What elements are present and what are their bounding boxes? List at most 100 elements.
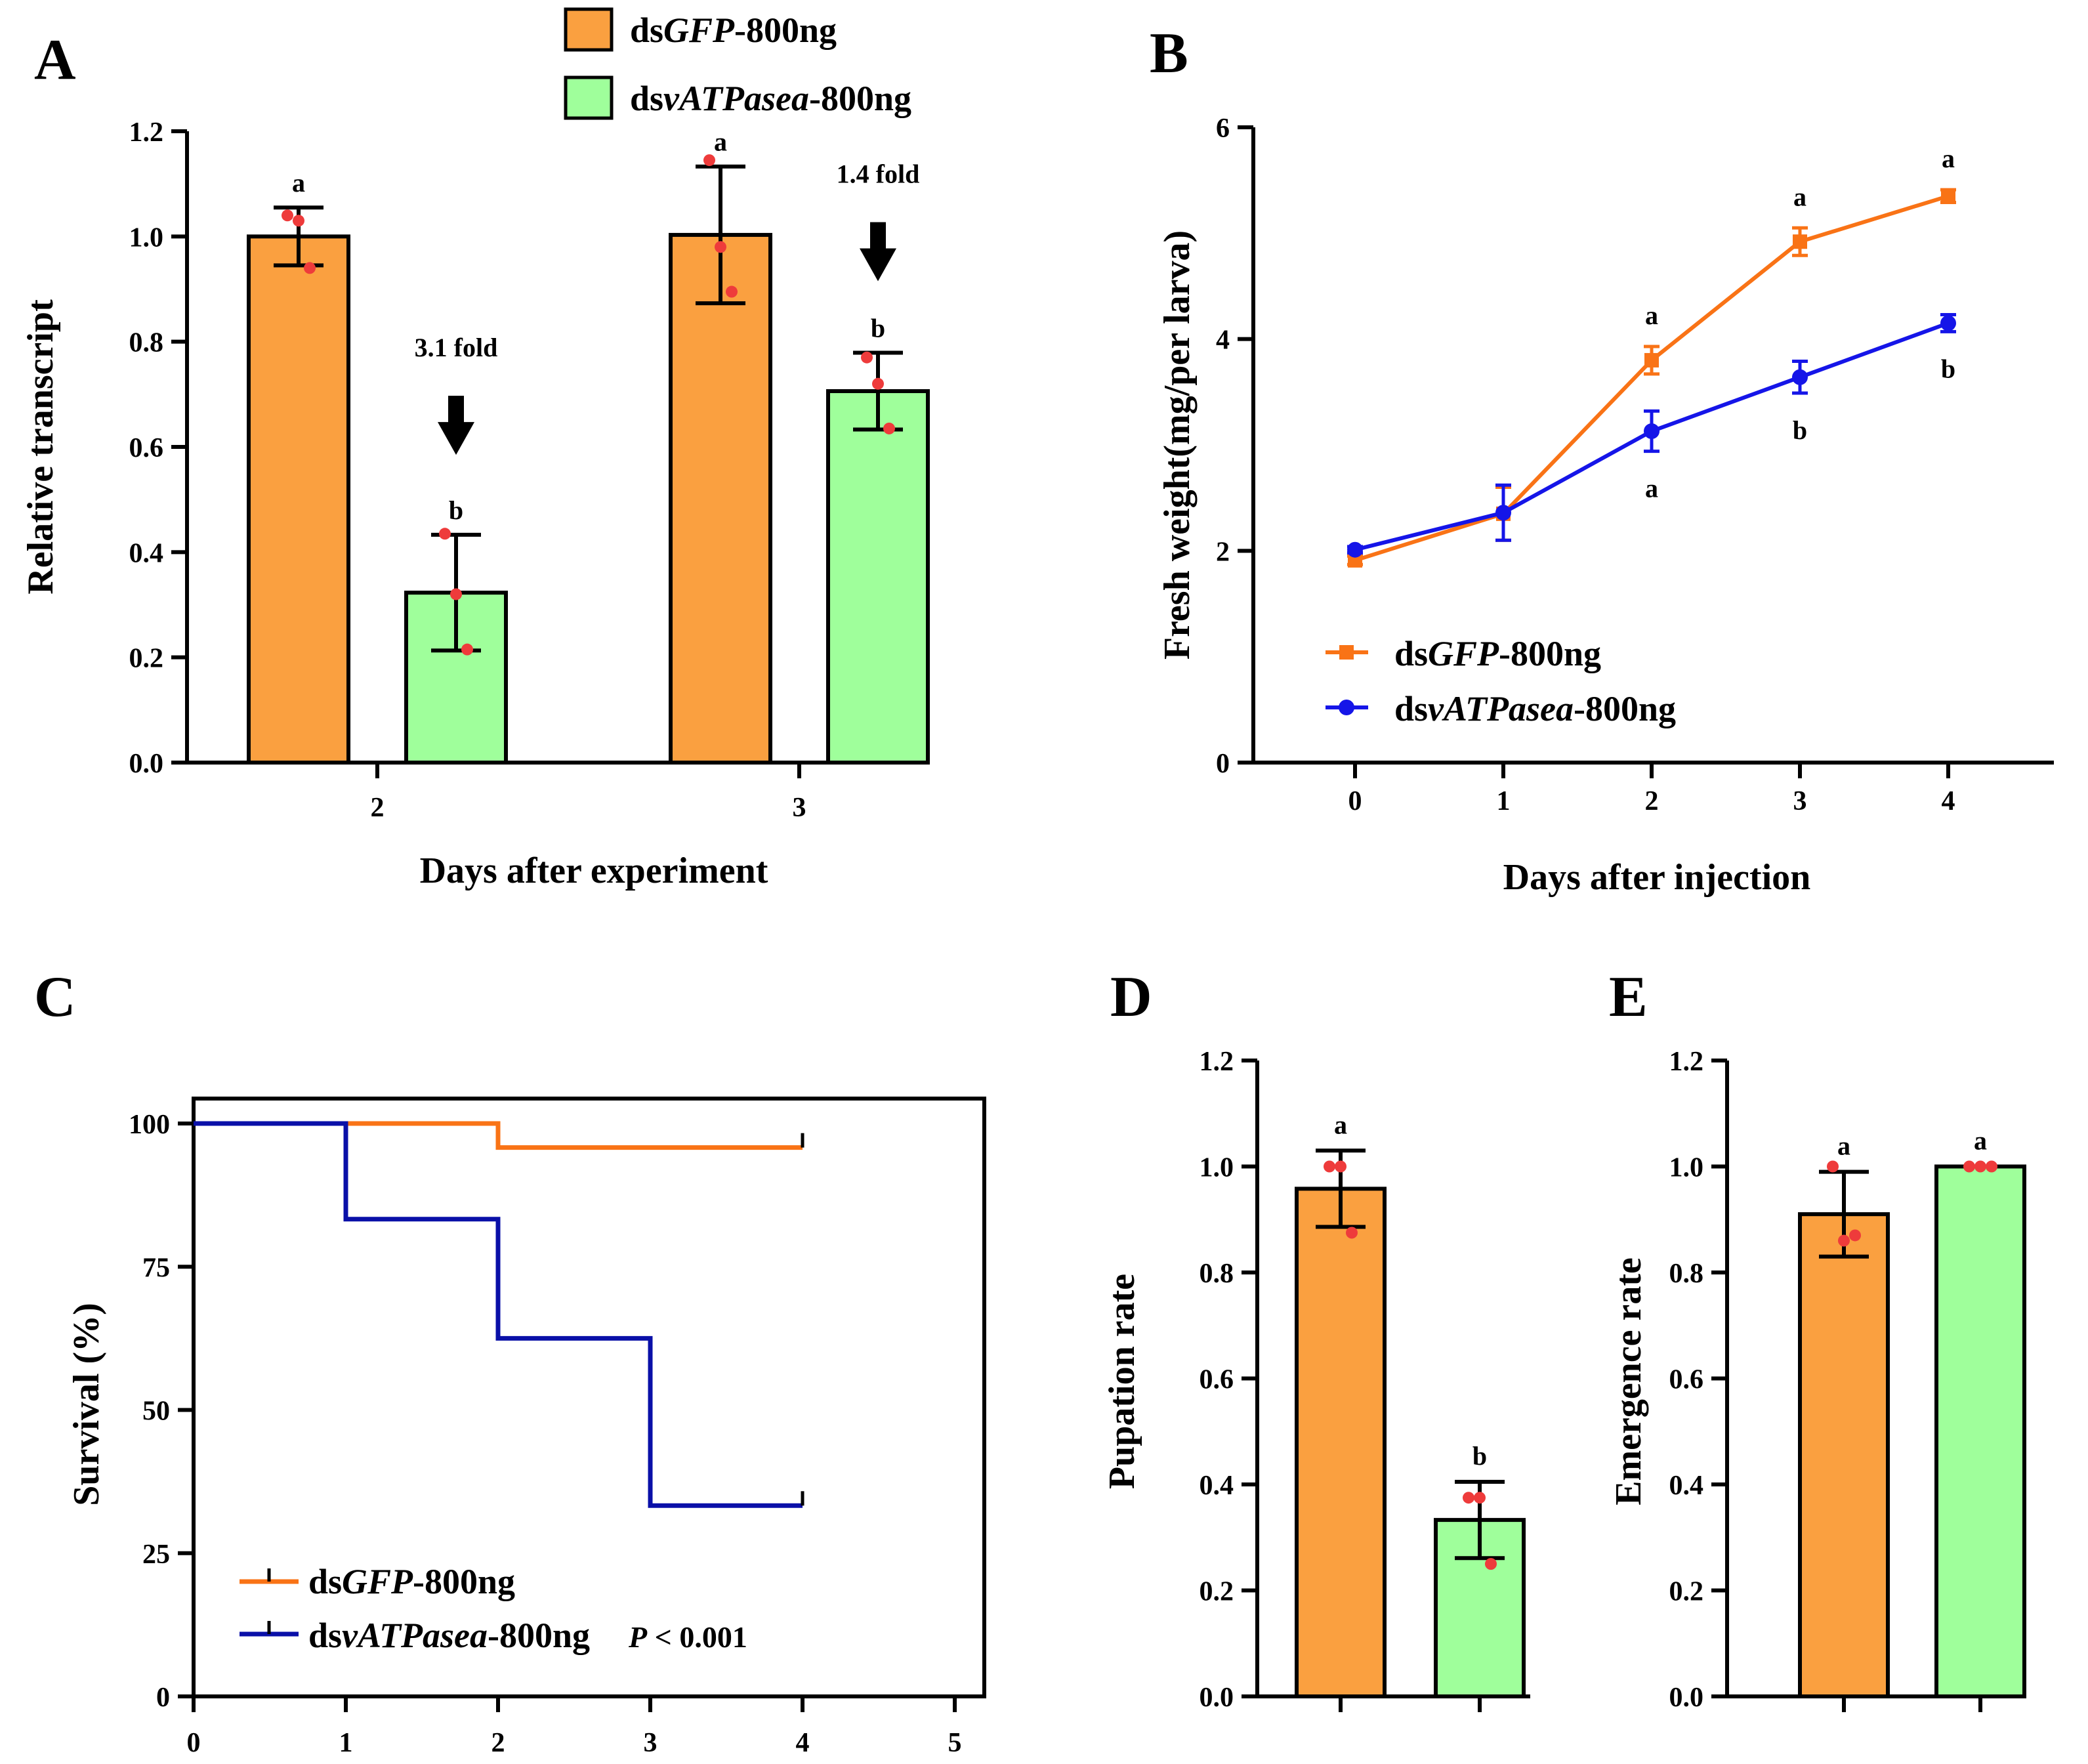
panel-b-legend-label-vatpase-italic: vATPasea (1428, 689, 1574, 728)
legend-label-vatpase-suffix: -800ng (809, 79, 911, 118)
panel-b-legend-label-gfp-prefix: ds (1394, 634, 1428, 673)
panel-b-marker-vatpase (1495, 505, 1511, 521)
panel-c-y-tick-label: 0 (156, 1683, 170, 1713)
panel-a-point (293, 215, 304, 227)
panel-e-point (1827, 1160, 1839, 1173)
panel-a-bar (826, 389, 930, 765)
panel-a-y-tick-label: 0.6 (129, 433, 164, 463)
panel-b-series-line-gfp (1354, 194, 1949, 562)
panel-c-legend-label-vatpase-suffix: -800ng (488, 1616, 590, 1655)
panel-d-y-tick-label: 0.0 (1200, 1683, 1234, 1713)
panel-a-arrow-shaft (448, 396, 464, 424)
panel-b-x-tick-label: 0 (1348, 786, 1362, 816)
legend-label-vatpase-prefix: ds (630, 79, 663, 118)
panel-d-significance-letter: b (1472, 1441, 1487, 1471)
panel-e-y-tick-label: 0.0 (1669, 1683, 1704, 1713)
panel-b-y-tick-label: 0 (1216, 749, 1230, 779)
chart-panel-d: 0.0 0.2 0.4 0.6 0.8 1.0 1.2 a b Pupation rate (1102, 1047, 1530, 1713)
legend-marker-gfp (1339, 645, 1354, 660)
panel-letter-c: C (34, 965, 76, 1029)
panel-e-point (1974, 1160, 1986, 1173)
panel-b-x-tick-label: 2 (1645, 786, 1659, 816)
panel-b-marker-gfp (1644, 352, 1659, 368)
panel-c-legend-label-gfp-italic: GFP (342, 1562, 413, 1601)
chart-panel-a: 0.0 0.2 0.4 0.6 0.8 1.0 1.2 2 a b 3 a b 3.1 fold 1.4 f… (20, 7, 930, 891)
legend-label-gfp-suffix: -800ng (734, 10, 837, 50)
panel-a-fold-annotation: 3.1 fold (415, 333, 498, 362)
legend-marker-vatpase (1339, 700, 1354, 715)
panel-b-x-axis-title: Days after injection (1503, 857, 1811, 898)
panel-b-x-tick-label: 1 (1497, 786, 1511, 816)
panel-b-legend-label-gfp: dsGFP-800ng (1394, 634, 1601, 673)
panel-e-point (1963, 1160, 1975, 1173)
panel-a-arrow-shaft (870, 222, 886, 250)
panel-letter-b: B (1150, 22, 1188, 85)
panel-d-point (1335, 1160, 1347, 1173)
panel-b-significance-letter: b (1941, 354, 1955, 383)
panel-a-point (726, 285, 738, 298)
panel-c-legend-label-vatpase-italic: vATPasea (342, 1616, 488, 1655)
panel-e-y-axis-title: Emergence rate (1608, 1257, 1649, 1505)
panel-a-x-tick-label: 3 (793, 793, 806, 823)
panel-c-y-tick-label: 50 (142, 1396, 170, 1427)
panel-a-point (461, 643, 473, 656)
panel-b-y-tick-label: 2 (1216, 537, 1230, 567)
panel-d-y-tick-label: 0.2 (1200, 1577, 1234, 1607)
panel-b-significance-letter: a (1942, 144, 1955, 173)
panel-c-p-label: P (628, 1620, 648, 1654)
panel-letter-e: E (1609, 965, 1648, 1029)
panel-b-marker-vatpase (1644, 423, 1660, 440)
panel-e-y-tick-label: 0.2 (1669, 1577, 1704, 1607)
panel-d-y-tick-label: 0.6 (1200, 1365, 1234, 1395)
panel-d-y-tick-label: 1.0 (1200, 1153, 1234, 1183)
panel-letter-a: A (34, 28, 76, 92)
panel-a-significance-letter: b (449, 495, 463, 525)
panel-a-fold-annotation: 1.4 fold (837, 159, 920, 189)
panel-b-y-tick-label: 4 (1216, 326, 1230, 356)
panel-c-survival-line-vatpase (194, 1121, 803, 1508)
panel-c-x-tick-label: 4 (796, 1728, 810, 1758)
panel-a-point (450, 588, 462, 600)
panel-letter-d: D (1110, 965, 1152, 1029)
chart-panel-b: 0 2 4 6 0 1 2 3 4 a a a a b b Fresh weight(mg/per larva… (1157, 114, 2054, 898)
legend-label-gfp: dsGFP-800ng (630, 10, 837, 50)
panel-d-y-tick-label: 0.4 (1200, 1471, 1234, 1501)
panel-d-point (1346, 1227, 1358, 1239)
panel-c-y-tick-label: 25 (142, 1540, 170, 1570)
panel-c-y-tick-label: 75 (142, 1253, 170, 1283)
panel-c-y-axis-title: Survival (%) (66, 1303, 107, 1506)
panel-c-y-tick-label: 100 (129, 1110, 170, 1140)
panel-a-bar (404, 591, 508, 765)
panel-b-legend-label-vatpase: dsvATPasea-800ng (1394, 689, 1676, 728)
panel-a-point (439, 528, 451, 540)
panel-a-significance-letter: a (714, 127, 727, 157)
chart-panel-e: 0.0 0.2 0.4 0.6 0.8 1.0 1.2 a a Emergence rate (1608, 1047, 2026, 1713)
panel-a-x-axis-title: Days after experiment (420, 850, 768, 891)
panel-c-p-text: < 0.001 (647, 1620, 747, 1654)
panel-e-point (1849, 1229, 1861, 1242)
panel-d-y-tick-label: 0.8 (1200, 1259, 1234, 1289)
panel-c-x-tick-label: 1 (339, 1728, 353, 1758)
panel-a-point (883, 422, 895, 434)
panel-e-y-tick-label: 0.6 (1669, 1365, 1704, 1395)
panel-a-y-tick-label: 1.2 (129, 117, 164, 148)
panel-b-significance-letter: a (1645, 301, 1658, 330)
panel-c-x-tick-label: 0 (187, 1728, 201, 1758)
panel-c-x-tick-label: 3 (644, 1728, 658, 1758)
panel-a-significance-letter: b (871, 314, 885, 343)
panel-d-significance-letter: a (1334, 1110, 1347, 1139)
legend-label-vatpase-italic: vATPasea (663, 79, 809, 118)
panel-b-legend-label-gfp-suffix: -800ng (1499, 634, 1601, 673)
panel-c-x-tick-label: 2 (491, 1728, 505, 1758)
panel-e-bar (1798, 1212, 1890, 1699)
panel-a-y-tick-label: 0.2 (129, 644, 164, 674)
panel-b-y-tick-label: 6 (1216, 114, 1230, 144)
panel-c-legend-label-vatpase-prefix: ds (308, 1616, 342, 1655)
panel-e-y-tick-label: 0.4 (1669, 1471, 1704, 1501)
panel-a-point (715, 241, 726, 253)
panel-e-point (1986, 1160, 1997, 1173)
panel-b-marker-vatpase (1940, 315, 1956, 331)
panel-c-legend-label-gfp-prefix: ds (308, 1562, 342, 1601)
panel-a-bar (247, 234, 350, 765)
